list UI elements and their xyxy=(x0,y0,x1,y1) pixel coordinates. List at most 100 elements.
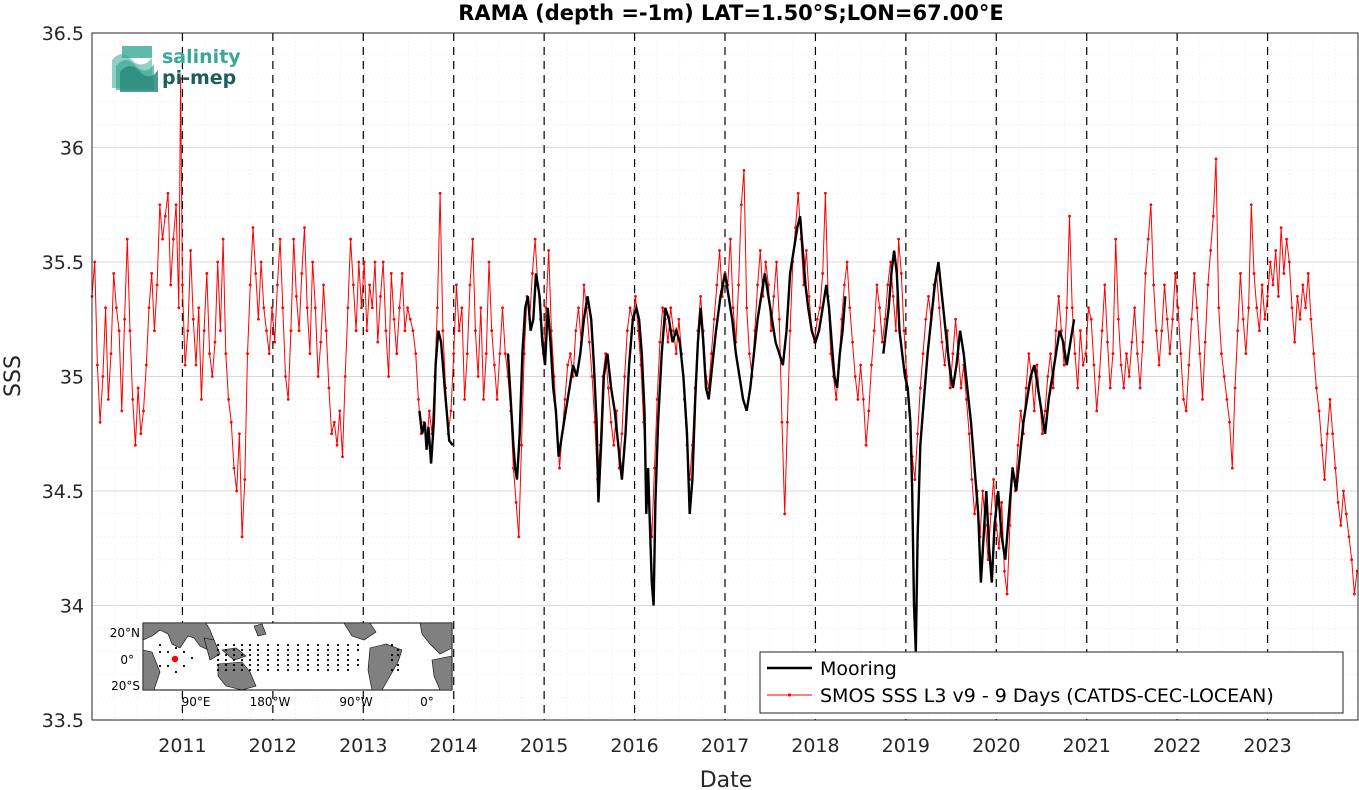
smos-data-point xyxy=(845,260,849,264)
smos-data-point xyxy=(568,352,572,355)
smos-data-point xyxy=(240,535,244,539)
buoy-dot xyxy=(216,653,220,657)
inset-lat-label-20s: 20°S xyxy=(111,679,140,693)
smos-data-point xyxy=(1054,329,1058,333)
buoy-dot xyxy=(286,663,290,667)
smos-data-point xyxy=(327,386,331,390)
smos-data-point xyxy=(1274,249,1278,252)
smos-data-point xyxy=(715,283,719,287)
smos-data-point xyxy=(1217,306,1221,310)
smos-data-point xyxy=(992,478,995,481)
smos-data-point xyxy=(1065,306,1069,310)
smos-data-point xyxy=(514,501,518,504)
smos-data-point xyxy=(360,306,363,310)
buoy-dot xyxy=(232,663,236,667)
buoy-dot xyxy=(232,658,236,662)
smos-data-point xyxy=(1168,352,1172,355)
smos-data-point xyxy=(449,409,453,413)
smos-data-point xyxy=(460,306,464,310)
smos-data-point xyxy=(1247,306,1250,310)
smos-data-point xyxy=(330,432,334,436)
smos-data-point xyxy=(530,272,534,275)
smos-data-point xyxy=(823,191,827,195)
smos-data-point xyxy=(948,386,952,390)
smos-data-point xyxy=(1116,317,1120,321)
buoy-dot xyxy=(336,658,340,662)
smos-data-point xyxy=(883,317,887,321)
smos-data-point xyxy=(362,260,366,264)
smos-data-point xyxy=(772,294,776,298)
smos-data-point xyxy=(1111,352,1115,355)
smos-data-point xyxy=(710,352,713,355)
smos-data-point xyxy=(169,283,173,287)
smos-data-point xyxy=(213,340,217,344)
smos-data-point xyxy=(1027,352,1031,355)
smos-data-point xyxy=(474,329,477,333)
buoy-dot xyxy=(296,648,300,652)
smos-data-point xyxy=(403,329,407,333)
buoy-dot xyxy=(158,643,162,647)
buoy-dot xyxy=(174,646,178,650)
smos-data-point xyxy=(411,329,415,333)
smos-data-point xyxy=(1255,306,1259,310)
smos-data-point xyxy=(913,478,917,481)
inset-lat-label-0: 0° xyxy=(120,653,134,667)
buoy-dot xyxy=(232,653,236,657)
buoy-dot xyxy=(346,663,350,667)
smos-data-point xyxy=(859,363,863,367)
buoy-dot xyxy=(276,643,280,647)
smos-data-point xyxy=(853,375,857,378)
smos-data-point xyxy=(1328,398,1332,401)
smos-data-point xyxy=(384,329,388,333)
smos-data-point xyxy=(1035,363,1039,367)
smos-data-point xyxy=(186,329,190,333)
smos-data-point xyxy=(918,386,922,390)
buoy-dot xyxy=(266,663,270,667)
smos-data-point xyxy=(1016,443,1020,447)
buoy-dot xyxy=(296,653,300,657)
smos-data-point xyxy=(842,283,846,287)
year-boundary-lines xyxy=(181,33,1269,720)
smos-data-point xyxy=(899,272,903,275)
legend-label-mooring: Mooring xyxy=(820,658,897,680)
smos-data-point xyxy=(1268,260,1272,264)
smos-data-point xyxy=(254,272,258,275)
smos-data-point xyxy=(414,352,418,355)
smos-data-point xyxy=(392,317,396,321)
smos-data-point xyxy=(123,317,126,321)
logo-text-pimep: pi-mep xyxy=(162,67,236,89)
buoy-dot xyxy=(316,663,320,667)
smos-data-point xyxy=(775,260,778,264)
buoy-dot xyxy=(248,643,252,647)
smos-data-point xyxy=(880,340,884,344)
buoy-dot xyxy=(396,663,400,667)
y-tick-label: 33.5 xyxy=(42,710,84,732)
buoy-dot xyxy=(346,648,350,652)
smos-data-point xyxy=(1084,352,1088,355)
smos-data-point xyxy=(739,203,743,207)
rama-buoy-markers xyxy=(158,643,400,674)
smos-data-point xyxy=(343,375,347,378)
smos-data-point xyxy=(737,283,740,287)
buoy-dot xyxy=(166,650,170,654)
smos-data-point xyxy=(1301,283,1305,287)
smos-data-point xyxy=(655,398,659,401)
inset-lon-label-90w: 90°W xyxy=(339,695,372,709)
y-tick-label: 36 xyxy=(60,138,84,160)
smos-data-point xyxy=(558,466,561,470)
buoy-dot xyxy=(346,668,350,672)
smos-data-point xyxy=(894,329,898,333)
smos-data-point xyxy=(1236,329,1240,333)
smos-data-point xyxy=(780,420,784,424)
buoy-dot xyxy=(286,668,290,672)
smos-data-point xyxy=(1062,363,1066,367)
smos-data-point xyxy=(1320,443,1324,447)
smos-data-point xyxy=(1198,352,1202,355)
smos-data-point xyxy=(533,237,537,241)
smos-data-point xyxy=(357,260,361,264)
buoy-dot xyxy=(266,668,270,672)
buoy-dot xyxy=(216,643,220,647)
smos-data-point xyxy=(115,306,118,310)
smos-data-point xyxy=(259,260,263,264)
smos-data-point xyxy=(1293,340,1297,344)
